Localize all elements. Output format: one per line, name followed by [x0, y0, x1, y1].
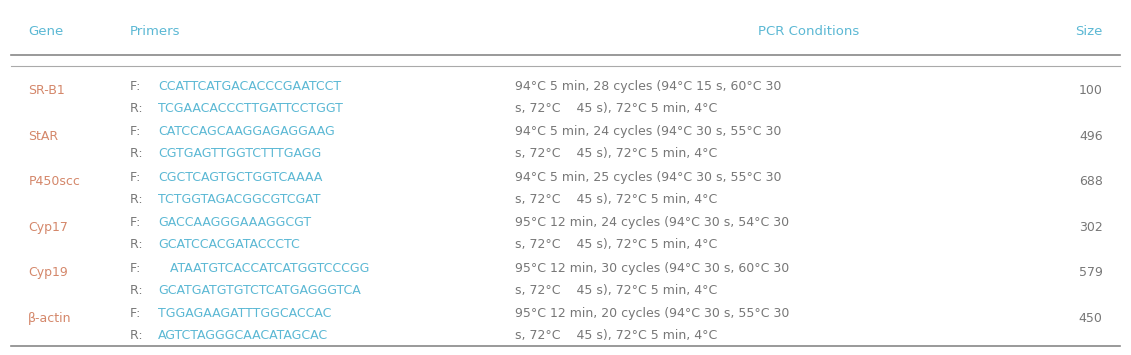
Text: 688: 688: [1079, 175, 1103, 188]
Text: R:: R:: [130, 147, 147, 160]
Text: F:: F:: [130, 80, 145, 93]
Text: s, 72°C    45 s), 72°C 5 min, 4°C: s, 72°C 45 s), 72°C 5 min, 4°C: [515, 284, 717, 297]
Text: s, 72°C    45 s), 72°C 5 min, 4°C: s, 72°C 45 s), 72°C 5 min, 4°C: [515, 102, 717, 115]
Text: 302: 302: [1079, 221, 1103, 234]
Text: CCATTCATGACACCCGAATCCT: CCATTCATGACACCCGAATCCT: [158, 80, 342, 93]
Text: 95°C 12 min, 20 cycles (94°C 30 s, 55°C 30: 95°C 12 min, 20 cycles (94°C 30 s, 55°C …: [515, 307, 789, 320]
Text: GCATCCACGATACCCTC: GCATCCACGATACCCTC: [158, 238, 300, 251]
Text: 94°C 5 min, 25 cycles (94°C 30 s, 55°C 30: 94°C 5 min, 25 cycles (94°C 30 s, 55°C 3…: [515, 171, 782, 184]
Text: s, 72°C    45 s), 72°C 5 min, 4°C: s, 72°C 45 s), 72°C 5 min, 4°C: [515, 147, 717, 160]
Text: R:: R:: [130, 329, 147, 342]
Text: CATCCAGCAAGGAGAGGAAG: CATCCAGCAAGGAGAGGAAG: [158, 125, 335, 138]
Text: 95°C 12 min, 24 cycles (94°C 30 s, 54°C 30: 95°C 12 min, 24 cycles (94°C 30 s, 54°C …: [515, 216, 788, 229]
Text: F:: F:: [130, 216, 145, 229]
Text: Cyp17: Cyp17: [28, 221, 68, 234]
Text: s, 72°C    45 s), 72°C 5 min, 4°C: s, 72°C 45 s), 72°C 5 min, 4°C: [515, 193, 717, 206]
Text: s, 72°C    45 s), 72°C 5 min, 4°C: s, 72°C 45 s), 72°C 5 min, 4°C: [515, 329, 717, 342]
Text: β-actin: β-actin: [28, 312, 71, 324]
Text: SR-B1: SR-B1: [28, 84, 64, 97]
Text: Gene: Gene: [28, 25, 63, 38]
Text: ATAATGTCACCATCATGGTCCCGG: ATAATGTCACCATCATGGTCCCGG: [158, 262, 370, 275]
Text: 94°C 5 min, 24 cycles (94°C 30 s, 55°C 30: 94°C 5 min, 24 cycles (94°C 30 s, 55°C 3…: [515, 125, 782, 138]
Text: R:: R:: [130, 193, 147, 206]
Text: 100: 100: [1079, 84, 1103, 97]
Text: 579: 579: [1079, 266, 1103, 279]
Text: F:: F:: [130, 262, 145, 275]
Text: F:: F:: [130, 307, 145, 320]
Text: P450scc: P450scc: [28, 175, 80, 188]
Text: s, 72°C    45 s), 72°C 5 min, 4°C: s, 72°C 45 s), 72°C 5 min, 4°C: [515, 238, 717, 251]
Text: TCGAACACCCTTGATTCCTGGT: TCGAACACCCTTGATTCCTGGT: [158, 102, 343, 115]
Text: 496: 496: [1079, 130, 1103, 143]
Text: StAR: StAR: [28, 130, 59, 143]
Text: CGCTCAGTGCTGGTCAAAA: CGCTCAGTGCTGGTCAAAA: [158, 171, 322, 184]
Text: R:: R:: [130, 284, 147, 297]
Text: Primers: Primers: [130, 25, 181, 38]
Text: GACCAAGGGAAAGGCGT: GACCAAGGGAAAGGCGT: [158, 216, 311, 229]
Text: AGTCTAGGGCAACATAGCAC: AGTCTAGGGCAACATAGCAC: [158, 329, 328, 342]
Text: GCATGATGTGTCTCATGAGGGTCA: GCATGATGTGTCTCATGAGGGTCA: [158, 284, 361, 297]
Text: CGTGAGTTGGTCTTTGAGG: CGTGAGTTGGTCTTTGAGG: [158, 147, 321, 160]
Text: R:: R:: [130, 238, 147, 251]
Text: TCTGGTAGACGGCGTCGAT: TCTGGTAGACGGCGTCGAT: [158, 193, 321, 206]
Text: Size: Size: [1076, 25, 1103, 38]
Text: 95°C 12 min, 30 cycles (94°C 30 s, 60°C 30: 95°C 12 min, 30 cycles (94°C 30 s, 60°C …: [515, 262, 788, 275]
Text: Cyp19: Cyp19: [28, 266, 68, 279]
Text: 450: 450: [1079, 312, 1103, 324]
Text: F:: F:: [130, 171, 145, 184]
Text: F:: F:: [130, 125, 145, 138]
Text: R:: R:: [130, 102, 147, 115]
Text: TGGAGAAGATTTGGCACCAC: TGGAGAAGATTTGGCACCAC: [158, 307, 331, 320]
Text: PCR Conditions: PCR Conditions: [758, 25, 860, 38]
Text: 94°C 5 min, 28 cycles (94°C 15 s, 60°C 30: 94°C 5 min, 28 cycles (94°C 15 s, 60°C 3…: [515, 80, 782, 93]
